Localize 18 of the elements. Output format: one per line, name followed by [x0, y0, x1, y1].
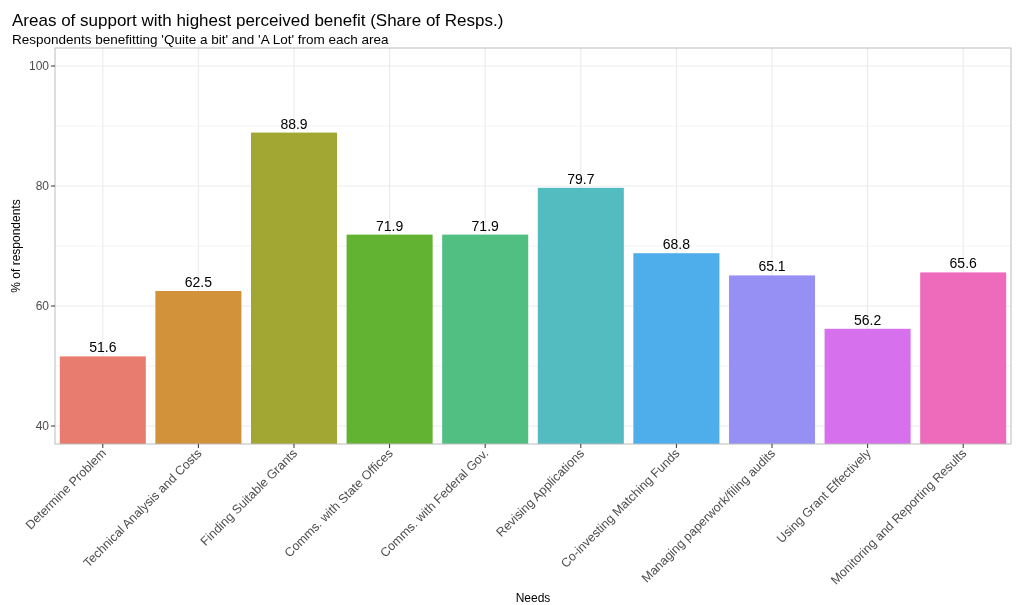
y-tick-label: 100 — [28, 59, 50, 74]
data-label: 51.6 — [89, 339, 117, 356]
y-tick-label: 60 — [35, 299, 50, 314]
data-label: 68.8 — [662, 236, 691, 253]
chart-title: Areas of support with highest perceived benefit (Share of Resps.) — [12, 11, 504, 30]
data-label: 71.9 — [471, 217, 500, 234]
data-label: 79.7 — [567, 170, 595, 187]
data-label: 71.9 — [375, 217, 404, 234]
data-label: 65.6 — [949, 255, 978, 272]
x-axis-title: Needs — [515, 591, 551, 605]
data-label: 62.5 — [184, 274, 213, 290]
data-label: 56.2 — [853, 311, 882, 328]
chart-subtitle: Respondents benefitting 'Quite a bit' and 'A Lot' from each area — [12, 32, 390, 47]
data-label: 88.9 — [280, 115, 308, 132]
y-axis-title: % of respondents — [9, 199, 23, 293]
y-tick-label: 80 — [35, 179, 50, 194]
data-label: 65.1 — [758, 258, 786, 275]
y-tick-label: 40 — [35, 419, 50, 434]
